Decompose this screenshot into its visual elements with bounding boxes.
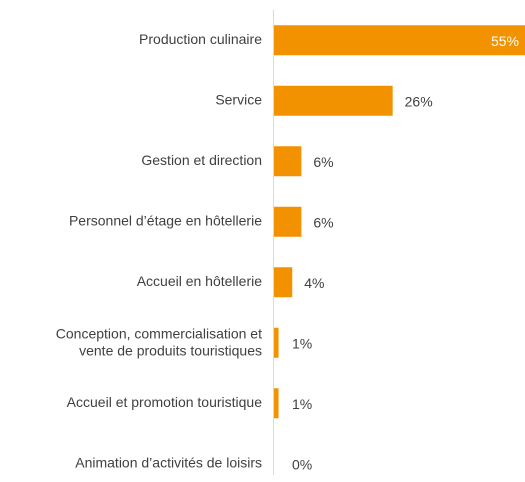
bar [274, 388, 279, 419]
value-label: 6% [313, 214, 333, 230]
bar [274, 206, 302, 237]
bar [274, 85, 393, 116]
bar [274, 146, 302, 177]
bar [274, 327, 279, 358]
value-label: 1% [292, 335, 312, 351]
value-label: 1% [292, 396, 312, 412]
category-label: Animation d’activités de loisirs [75, 454, 262, 470]
category-label: Conception, commercialisation et vente de… [56, 325, 262, 358]
category-label: Service [215, 91, 262, 107]
category-label: Personnel d’étage en hôtellerie [69, 212, 262, 228]
value-label: 6% [313, 154, 333, 170]
category-label: Production culinaire [139, 31, 262, 47]
bar [274, 25, 525, 56]
label-line: vente de produits touristiques [79, 342, 262, 358]
label-line: Conception, commercialisation et [56, 325, 262, 341]
value-label: 55% [491, 33, 519, 49]
value-label: 4% [304, 275, 324, 291]
category-label: Gestion et direction [141, 152, 262, 168]
value-label: 0% [292, 456, 312, 472]
bar [274, 267, 293, 298]
category-label: Accueil et promotion touristique [67, 394, 263, 410]
value-label: 26% [405, 93, 433, 109]
category-label: Accueil en hôtellerie [137, 273, 263, 289]
